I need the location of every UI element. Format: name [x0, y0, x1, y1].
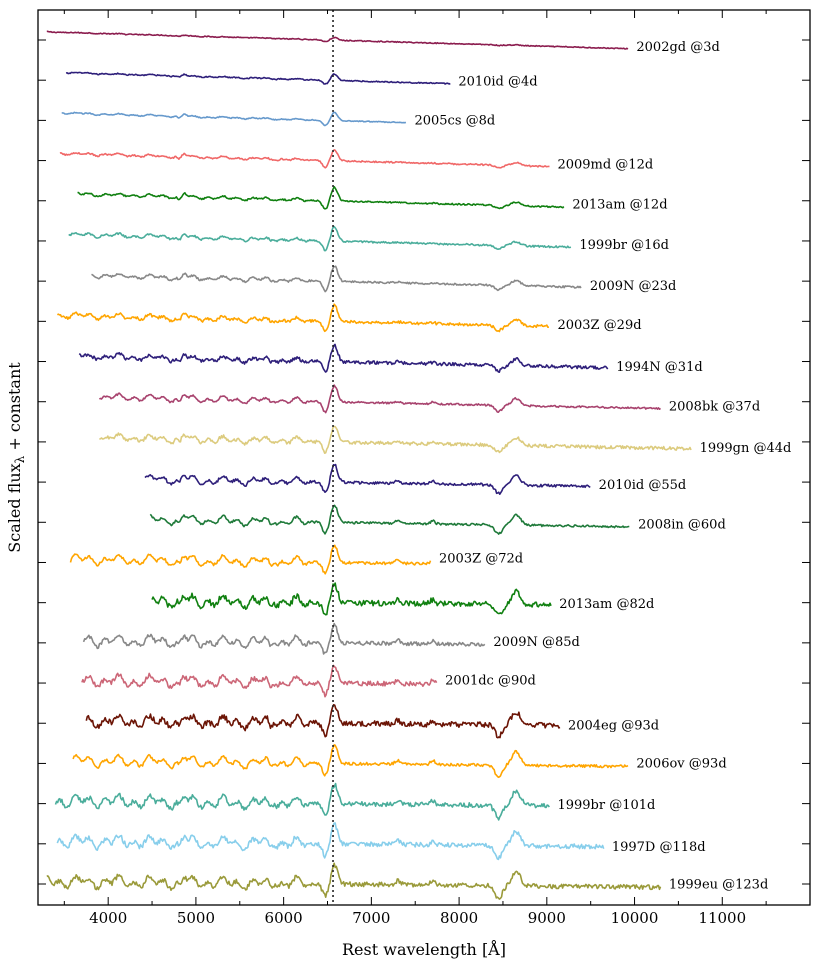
x-tick-label: 4000: [89, 909, 127, 927]
spectrum-line: [91, 265, 582, 293]
plot-frame: [37, 9, 811, 906]
spectra-layer: [46, 30, 692, 900]
spectrum-line: [81, 664, 438, 698]
x-tick-label: 10000: [611, 909, 659, 927]
spectrum-label: 2008bk @37d: [669, 399, 760, 414]
spectrum-line: [72, 744, 629, 779]
spectrum-label: 2009N @23d: [590, 279, 676, 294]
spectrum-label: 2009N @85d: [493, 635, 579, 650]
spectrum-label: 2004eg @93d: [568, 718, 659, 733]
spectrum-line: [98, 384, 661, 414]
y-axis-label-tail: + constant: [5, 362, 24, 456]
x-tick-label: 5000: [177, 909, 215, 927]
spectrum-label: 2001dc @90d: [445, 674, 536, 689]
spectrum-line: [46, 30, 629, 50]
spectrum-line: [78, 343, 609, 373]
spectrum-line: [69, 544, 432, 575]
spectrum-line: [85, 704, 561, 739]
spectrum-label: 1997D @118d: [612, 840, 706, 855]
spectrum-line: [54, 782, 550, 821]
spectrum-label: 2003Z @72d: [439, 552, 523, 567]
x-tick-label: 9000: [528, 909, 566, 927]
spectrum-label: 1999br @101d: [557, 798, 655, 813]
spectrum-line: [61, 111, 407, 127]
x-axis-label: Rest wavelength [Å]: [342, 939, 506, 959]
spectrum-label: 2010id @4d: [458, 74, 537, 89]
spectrum-line: [144, 463, 591, 495]
spectrum-line: [46, 862, 662, 900]
spectrum-labels: 2002gd @3d 2010id @4d 2005cs @8d 2009md @12…: [414, 40, 791, 893]
spectrum-label: 2009md @12d: [557, 157, 653, 172]
spectrum-label: 2006ov @93d: [636, 757, 726, 772]
spectrum-label: 2013am @82d: [559, 597, 654, 612]
spectrum-line: [149, 504, 630, 535]
x-tick-label: 11000: [698, 909, 746, 927]
y-axis-label-subscript: λ: [13, 455, 27, 463]
spectrum-label: 1999gn @44d: [700, 441, 792, 456]
x-axis-ticks: 4000 5000 6000 7000 8000 9000 10000 11000: [63, 10, 767, 927]
spectrum-label: 2010id @55d: [599, 478, 687, 493]
spectrum-line: [56, 822, 605, 861]
spectrum-label: 1994N @31d: [616, 360, 702, 375]
spectrum-label: 2008in @60d: [638, 518, 726, 533]
x-tick-label: 7000: [352, 909, 390, 927]
spectrum-label: 1999br @16d: [579, 238, 669, 253]
spectrum-line: [151, 582, 552, 616]
spectrum-line: [65, 71, 451, 85]
spectrum-line: [56, 303, 549, 333]
spectrum-line: [82, 622, 486, 655]
y-axis-label: Scaled fluxλ + constant: [5, 362, 27, 553]
spectrum-label: 2002gd @3d: [636, 40, 719, 55]
spectrum-line: [99, 425, 692, 454]
spectrum-label: 2003Z @29d: [557, 318, 641, 333]
spectrum-label: 1999eu @123d: [669, 878, 768, 893]
x-tick-label: 8000: [440, 909, 478, 927]
y-axis-label-main: Scaled flux: [5, 463, 24, 552]
spectrum-line: [68, 225, 572, 252]
spectrum-label: 2005cs @8d: [414, 113, 495, 128]
spectrum-label: 2013am @12d: [572, 198, 667, 213]
spectrum-line: [59, 149, 550, 169]
x-tick-label: 6000: [265, 909, 303, 927]
y-axis-ticks: [38, 39, 810, 885]
spectrum-line: [77, 186, 565, 210]
